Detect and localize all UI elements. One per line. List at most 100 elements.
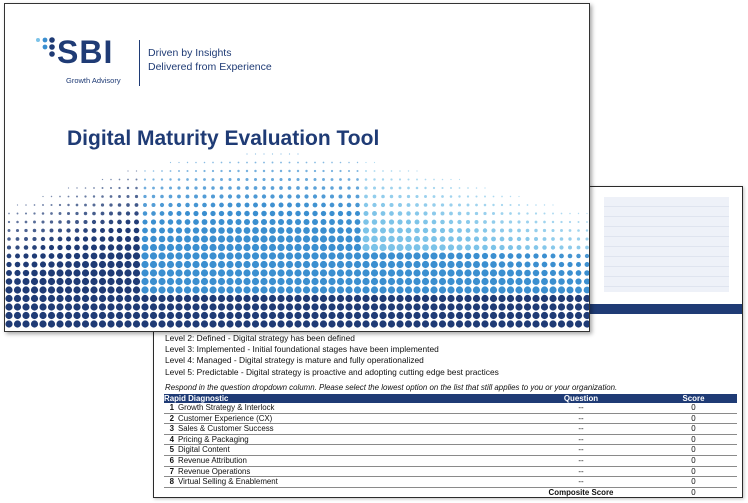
halftone-dot	[447, 244, 455, 251]
question-dropdown[interactable]: --	[512, 476, 650, 488]
halftone-dot	[185, 202, 190, 208]
halftone-dot	[439, 252, 446, 260]
halftone-dot	[440, 219, 445, 225]
halftone-dot	[168, 194, 173, 199]
halftone-dot	[251, 303, 260, 311]
halftone-dot	[243, 227, 251, 234]
halftone-dot	[235, 218, 242, 226]
halftone-dot	[82, 244, 89, 251]
halftone-dot	[66, 211, 71, 216]
halftone-dot	[438, 277, 447, 286]
halftone-dot	[82, 236, 89, 242]
halftone-dot	[149, 286, 158, 294]
question-dropdown[interactable]: --	[512, 444, 650, 456]
halftone-dot	[268, 303, 277, 311]
halftone-dot	[458, 178, 461, 181]
halftone-dot	[124, 303, 132, 311]
halftone-dot	[166, 269, 175, 277]
halftone-dot	[184, 219, 191, 225]
halftone-dot	[404, 277, 413, 286]
halftone-dot	[295, 194, 301, 199]
halftone-dot	[364, 178, 368, 181]
question-dropdown[interactable]: --	[512, 413, 650, 425]
halftone-dot	[226, 277, 234, 286]
halftone-dot	[90, 294, 98, 303]
halftone-dot	[302, 243, 311, 252]
halftone-dot	[132, 294, 141, 303]
halftone-dot	[285, 320, 294, 328]
halftone-dot	[302, 260, 311, 269]
halftone-dot	[268, 243, 277, 252]
halftone-dot	[490, 244, 497, 251]
halftone-dot	[287, 186, 292, 190]
halftone-dot	[84, 195, 87, 198]
halftone-dot	[370, 320, 379, 328]
halftone-dot	[540, 303, 549, 311]
halftone-dot	[515, 311, 523, 320]
halftone-dot	[379, 243, 387, 252]
halftone-dot	[337, 219, 344, 225]
halftone-dot	[304, 194, 309, 199]
question-dropdown[interactable]: --	[512, 455, 650, 467]
halftone-dot	[202, 186, 207, 190]
halftone-dot	[168, 186, 173, 190]
halftone-dot	[576, 253, 581, 259]
row-number: 1	[169, 403, 174, 412]
halftone-dot	[372, 186, 377, 190]
halftone-dot	[234, 303, 243, 311]
halftone-dot	[472, 294, 481, 303]
halftone-dot	[124, 286, 132, 294]
halftone-dot	[541, 253, 548, 259]
halftone-dot	[552, 204, 554, 206]
question-dropdown[interactable]: --	[512, 423, 650, 435]
halftone-dot	[501, 195, 503, 198]
halftone-dot	[407, 186, 410, 190]
question-dropdown[interactable]: --	[512, 434, 650, 446]
halftone-dot	[387, 277, 396, 286]
question-dropdown[interactable]: --	[512, 466, 650, 478]
halftone-dot	[159, 227, 165, 234]
halftone-dot	[586, 221, 588, 223]
halftone-dot	[424, 195, 427, 198]
halftone-dot	[201, 219, 208, 225]
halftone-dot	[362, 311, 370, 320]
halftone-dot	[234, 243, 243, 252]
halftone-dot	[447, 303, 455, 311]
halftone-dot	[353, 269, 362, 277]
halftone-dot	[252, 210, 259, 217]
halftone-dot	[389, 194, 394, 199]
halftone-dot	[101, 178, 104, 181]
question-dropdown[interactable]: --	[512, 403, 650, 414]
halftone-dot	[134, 194, 139, 199]
halftone-dot	[345, 269, 353, 277]
halftone-dot	[467, 187, 469, 189]
halftone-dot	[183, 294, 192, 303]
halftone-dot	[532, 286, 540, 294]
halftone-dot	[424, 178, 427, 181]
halftone-dot	[149, 243, 158, 252]
halftone-dot	[192, 320, 200, 328]
halftone-dot	[498, 303, 506, 311]
halftone-dot	[47, 286, 56, 294]
halftone-dot	[559, 237, 564, 241]
halftone-dot	[100, 211, 105, 216]
halftone-dot	[16, 220, 19, 224]
halftone-dot	[236, 194, 241, 199]
halftone-dot	[363, 219, 369, 225]
halftone-dot	[91, 219, 97, 225]
halftone-dot	[175, 252, 183, 260]
halftone-dot	[387, 286, 396, 294]
table-row: 6 Revenue Attribution -- 0	[164, 455, 737, 467]
halftone-dot	[48, 261, 55, 268]
halftone-dot	[421, 294, 430, 303]
halftone-dot	[560, 212, 563, 215]
halftone-dot	[149, 277, 158, 286]
halftone-dot	[143, 178, 147, 181]
halftone-dot	[7, 237, 11, 241]
halftone-dot	[472, 269, 481, 277]
halftone-dot	[498, 320, 506, 328]
halftone-dot	[66, 220, 71, 224]
halftone-dot	[506, 311, 515, 320]
halftone-dot	[421, 269, 430, 277]
composite-value: 0	[691, 487, 696, 497]
